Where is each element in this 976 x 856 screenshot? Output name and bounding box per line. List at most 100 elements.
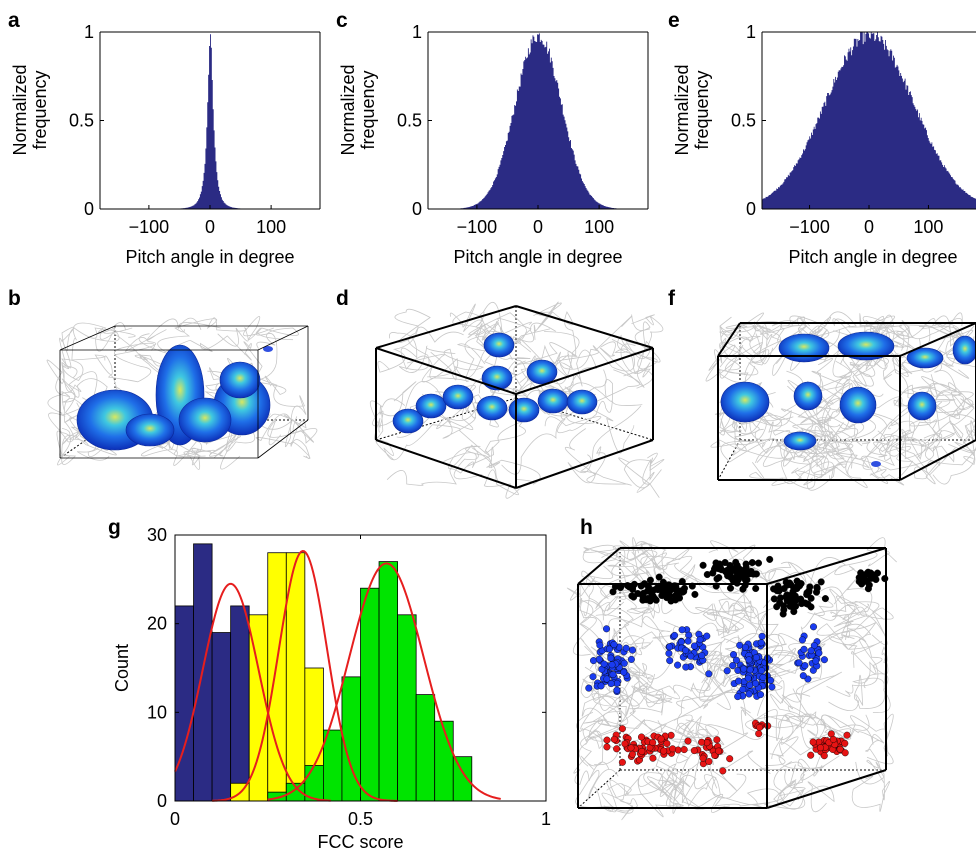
bar-series-3 [322,729,343,802]
trajectory [694,767,806,810]
trajectory [728,544,807,609]
point-red [699,754,707,762]
trajectory [59,326,136,366]
point-red [610,735,618,743]
trajectory [47,393,96,446]
point-black [817,578,825,586]
box-edge [59,325,116,351]
box-edge [375,439,517,489]
x-axis-label: Pitch angle in degree [125,247,294,267]
point-red [618,758,626,766]
trajectory [651,744,725,813]
trajectory [675,722,727,789]
point-blue [820,656,828,664]
histogram-a: −100 0 100 0 0.5 1 Pitch angle in degree Normal… [10,22,321,267]
point-red [820,752,828,760]
trajectory [157,322,252,361]
point-blue [741,643,749,651]
point-black [739,585,747,593]
y-tick-label: 0.5 [397,111,422,131]
heat-blob [839,386,877,424]
heat-blob [871,461,881,467]
x-axis-label: Pitch angle in degree [788,247,957,267]
point-red [809,738,817,746]
y-tick-label: 0 [84,199,94,219]
point-black [797,580,805,588]
trajectory [603,626,679,725]
point-blue [684,637,692,645]
y-tick-label: 0 [157,791,167,811]
bar-series-1 [211,632,232,802]
trajectory [369,398,406,441]
point-blue [609,671,617,679]
trajectory [745,688,817,741]
bar-series-3 [378,561,398,802]
trajectory [851,761,891,812]
bar-series-3 [415,694,436,802]
point-red [719,767,727,775]
bar-series-1 [230,605,250,802]
point-blue [744,674,752,682]
point-blue [757,639,765,647]
point-red [663,740,671,748]
point-red [660,747,668,755]
trajectory [659,752,709,797]
trajectory [569,369,643,406]
trajectory [466,446,541,485]
histogram-bars-e [762,32,976,209]
heat-blob [178,397,232,443]
point-black [777,594,785,602]
trajectory [592,673,663,734]
point-black [742,560,750,568]
y-tick-label: 0.5 [69,111,94,131]
point-black [790,608,798,616]
trajectory [552,311,577,379]
trajectory [732,408,829,474]
trajectory [448,444,492,480]
trajectory [388,332,459,379]
trajectory [792,422,845,460]
heat-blob [837,331,895,361]
point-black [788,593,796,601]
box-edge [899,322,976,357]
box-edge [375,305,517,349]
trajectory [719,316,791,357]
point-black [712,559,720,567]
y-axis-label: Count [112,644,132,692]
histogram-bars-a [100,34,321,209]
trajectory [608,616,694,654]
point-black [780,602,788,610]
point-blue [603,625,611,633]
heat-blob [481,365,513,391]
y-axis-label-line: Normalized [338,64,358,155]
point-blue [798,636,806,644]
heat-blob [566,389,598,415]
point-red [807,751,815,759]
point-blue [800,645,808,653]
trajectory [583,547,645,590]
trajectory [468,312,557,345]
trajectory [738,606,816,664]
point-red [817,744,825,752]
point-blue [620,659,628,667]
heat-blob [952,335,976,365]
point-blue [810,623,818,631]
trajectory [665,733,771,791]
point-blue [768,683,776,691]
trajectory [386,452,477,486]
point-black [662,585,670,593]
trajectory [61,378,108,411]
trajectory [398,326,464,373]
x-tick-label: 0 [205,217,215,237]
trajectory [666,774,704,810]
3d-panel-b [46,316,318,470]
bar-series-3 [397,614,417,802]
x-axis-label: FCC score [317,832,403,852]
trajectory [845,428,923,476]
trajectory [829,452,889,488]
trajectory [406,335,513,383]
y-axis-label-line: frequency [358,70,378,149]
point-blue [610,641,618,649]
trajectory [566,577,604,656]
trajectory [191,431,241,470]
